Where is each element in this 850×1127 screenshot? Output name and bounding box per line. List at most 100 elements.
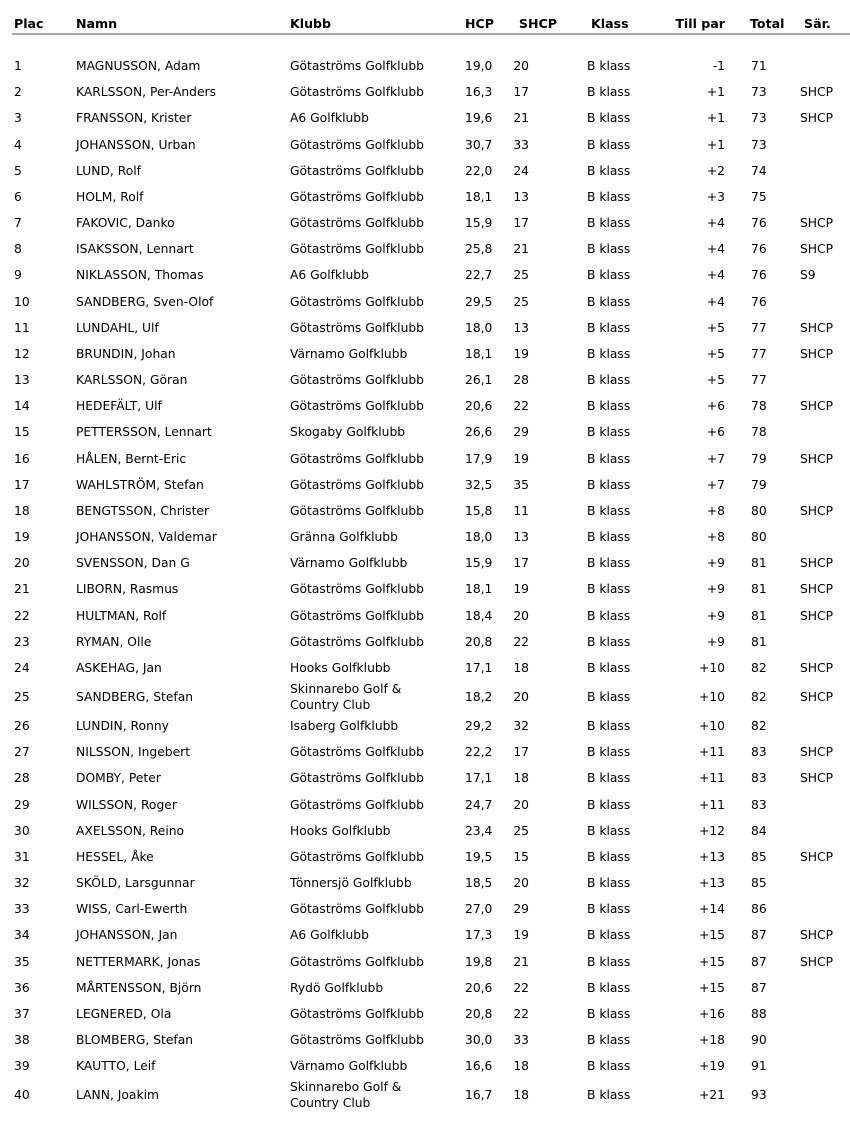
cell-klubb: Götaströms Golfklubb (290, 399, 424, 414)
cell-klass: B klass (587, 294, 631, 309)
cell-klass: B klass (587, 111, 631, 126)
table-row: 15 PETTERSSON, Lennart Skogaby Golfklubb 26… (0, 419, 850, 445)
cell-klubb: Götaströms Golfklubb (290, 216, 424, 230)
table-row: 12 BRUNDIN, Johan Värnamo Golfklubb 18,1 19 B… (0, 341, 850, 367)
table-row: 4 JOHANSSON, Urban Götaströms Golfklubb 30,… (0, 131, 850, 157)
table-row: 25 SANDBERG, Stefan Skinnarebo Golf & Coun… (0, 681, 850, 713)
table-row: 10 SANDBERG, Sven-Olof Götaströms Golfklub… (0, 288, 850, 314)
cell-namn: LANN, Joakim (76, 1088, 159, 1103)
cell-hcp: 19,5 (465, 849, 493, 864)
cell-hcp: 20,6 (465, 980, 493, 995)
cell-total: 74 (751, 163, 767, 178)
cell-total: 77 (751, 346, 767, 361)
cell-klubb: Götaströms Golfklubb (290, 373, 424, 388)
cell-klubb: Värnamo Golfklubb (290, 346, 408, 361)
cell-par: +7 (706, 477, 725, 492)
cell-par: +15 (699, 954, 725, 969)
cell-klass: B klass (587, 85, 631, 100)
cell-klass: B klass (587, 1033, 631, 1048)
cell-klubb: Götaströms Golfklubb (290, 1033, 424, 1048)
cell-klubb: Götaströms Golfklubb (290, 849, 424, 864)
cell-shcp: 35 (513, 477, 529, 492)
cell-sar: SHCP (800, 346, 834, 361)
cell-shcp: 33 (513, 1033, 529, 1048)
cell-plac: 12 (14, 346, 30, 361)
cell-klubb: Götaströms Golfklubb (290, 58, 424, 73)
cell-klass: B klass (587, 797, 631, 812)
cell-par: +6 (706, 425, 725, 440)
table-row: 18 BENGTSSON, Christer Götaströms Golfklub… (0, 498, 850, 524)
cell-total: 81 (751, 634, 767, 649)
cell-plac: 4 (14, 137, 22, 152)
cell-shcp: 21 (513, 954, 529, 969)
cell-par: +5 (706, 373, 725, 388)
cell-shcp: 18 (513, 1059, 529, 1074)
cell-klubb: Götaströms Golfklubb (290, 163, 424, 178)
cell-total: 77 (751, 373, 767, 388)
cell-par: +11 (699, 745, 725, 760)
cell-hcp: 25,8 (465, 242, 493, 257)
cell-namn: ASKEHAG, Jan (76, 660, 162, 675)
cell-plac: 2 (14, 85, 22, 100)
cell-namn: JOHANSSON, Urban (76, 137, 196, 152)
cell-total: 71 (751, 58, 767, 73)
cell-total: 79 (751, 477, 767, 492)
cell-shcp: 17 (513, 745, 529, 760)
cell-namn: HEDEFÄLT, Ulf (76, 399, 162, 414)
cell-plac: 26 (14, 719, 30, 734)
cell-par: +15 (699, 928, 725, 943)
cell-par: +1 (706, 111, 725, 126)
cell-hcp: 18,1 (465, 189, 493, 204)
cell-par: +4 (706, 268, 725, 283)
cell-hcp: 22,0 (465, 163, 493, 178)
cell-shcp: 25 (513, 823, 529, 838)
cell-klubb: Götaströms Golfklubb (290, 477, 424, 492)
cell-par: +9 (706, 556, 725, 571)
cell-klass: B klass (587, 1088, 631, 1103)
cell-sar: SHCP (800, 771, 834, 786)
cell-klass: B klass (587, 477, 631, 492)
header-klubb: Klubb (290, 16, 332, 31)
cell-namn: LIBORN, Rasmus (76, 582, 179, 597)
cell-total: 87 (751, 980, 767, 995)
cell-hcp: 26,1 (465, 373, 493, 388)
cell-namn: LUND, Rolf (76, 163, 141, 178)
table-row: 39 KAUTTO, Leif Värnamo Golfklubb 16,6 18 B k… (0, 1053, 850, 1079)
cell-hcp: 19,0 (465, 58, 493, 73)
cell-plac: 31 (14, 849, 30, 864)
cell-plac: 15 (14, 425, 30, 440)
cell-total: 85 (751, 849, 767, 864)
cell-plac: 8 (14, 242, 22, 257)
cell-klubb: Värnamo Golfklubb (290, 556, 408, 571)
cell-sar: S9 (800, 268, 816, 283)
cell-namn: LEGNERED, Ola (76, 1006, 172, 1021)
cell-sar: SHCP (800, 608, 834, 623)
cell-namn: NIKLASSON, Thomas (76, 268, 204, 283)
cell-klass: B klass (587, 689, 631, 704)
table-row: 13 KARLSSON, Göran Götaströms Golfklubb 26,… (0, 367, 850, 393)
cell-hcp: 16,7 (465, 1088, 493, 1103)
cell-klass: B klass (587, 771, 631, 786)
cell-namn: ISAKSSON, Lennart (76, 242, 194, 257)
cell-plac: 3 (14, 111, 22, 126)
cell-namn: JOHANSSON, Valdemar (76, 530, 217, 545)
cell-plac: 23 (14, 634, 30, 649)
cell-hcp: 22,7 (465, 268, 493, 283)
cell-shcp: 22 (513, 634, 529, 649)
cell-namn: SVENSSON, Dan G (76, 556, 190, 571)
cell-total: 90 (751, 1033, 767, 1048)
cell-hcp: 18,5 (465, 876, 493, 891)
cell-namn: SANDBERG, Stefan (76, 689, 194, 704)
cell-shcp: 28 (513, 373, 529, 388)
cell-par: +4 (706, 242, 725, 257)
cell-namn: SKÖLD, Larsgunnar (76, 876, 195, 891)
cell-sar: SHCP (800, 928, 834, 943)
cell-plac: 11 (14, 320, 30, 335)
cell-klubb: Götaströms Golfklubb (290, 771, 424, 786)
header-hcp: HCP (465, 16, 495, 31)
cell-plac: 18 (14, 503, 30, 518)
cell-klubb: Rydö Golfklubb (290, 980, 384, 995)
cell-shcp: 22 (513, 1006, 529, 1021)
cell-total: 76 (751, 268, 767, 283)
cell-hcp: 18,0 (465, 320, 493, 335)
